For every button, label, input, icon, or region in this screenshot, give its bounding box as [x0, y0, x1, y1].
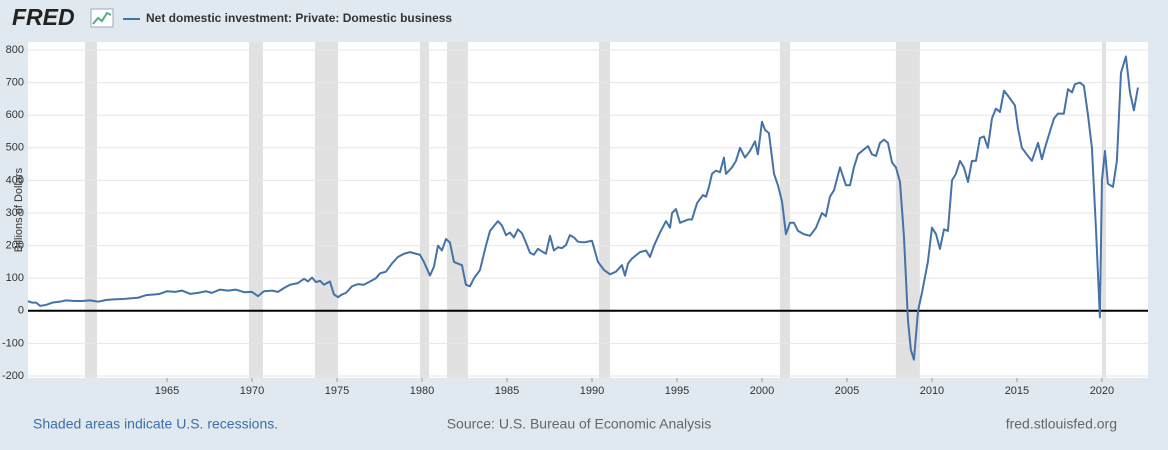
recession-band — [248, 42, 263, 378]
x-tick-label: 2020 — [1090, 385, 1114, 397]
x-tick-label: 1965 — [155, 385, 179, 397]
footer-source: Source: U.S. Bureau of Economic Analysis — [447, 416, 712, 432]
x-tick-label: 1980 — [410, 385, 434, 397]
plot-area — [28, 42, 1148, 378]
recession-band — [779, 42, 791, 378]
x-tick-label: 2010 — [920, 385, 944, 397]
y-tick-label: 200 — [6, 240, 24, 252]
y-tick-label: -100 — [2, 337, 24, 349]
recession-band — [84, 42, 98, 378]
x-tick-label: 2005 — [835, 385, 859, 397]
y-tick-label: 700 — [6, 77, 24, 89]
y-tick-label: 500 — [6, 142, 24, 154]
logo-icon-line — [92, 11, 112, 25]
y-axis-label: Billions of Dollars — [13, 167, 25, 252]
y-tick-label: -200 — [2, 370, 24, 382]
x-tick-label: 1990 — [580, 385, 604, 397]
y-tick-label: 300 — [6, 207, 24, 219]
x-tick-label: 1975 — [325, 385, 349, 397]
logo-text: FRED — [12, 4, 75, 30]
x-tick-label: 1970 — [240, 385, 264, 397]
recession-band — [1101, 42, 1107, 378]
recession-band — [419, 42, 429, 378]
logo-icon — [90, 8, 114, 28]
y-tick-label: 0 — [18, 305, 24, 317]
y-tick-label: 800 — [6, 44, 24, 56]
recession-band — [447, 42, 468, 378]
footer-site: fred.stlouisfed.org — [1006, 416, 1117, 432]
x-tick-label: 1985 — [495, 385, 519, 397]
x-tick-label: 1995 — [665, 385, 689, 397]
y-tick-label: 100 — [6, 272, 24, 284]
x-tick-label: 2000 — [750, 385, 774, 397]
x-tick-label: 2015 — [1005, 385, 1029, 397]
recession-band — [598, 42, 611, 378]
y-tick-label: 600 — [6, 109, 24, 121]
logo: FRED — [12, 4, 114, 30]
legend-label: Net domestic investment: Private: Domest… — [146, 11, 452, 25]
recession-band — [895, 42, 920, 378]
footer-recessions: Shaded areas indicate U.S. recessions. — [33, 416, 278, 432]
series-line — [27, 55, 1139, 361]
recession-band — [314, 42, 339, 378]
y-tick-label: 400 — [6, 174, 24, 186]
